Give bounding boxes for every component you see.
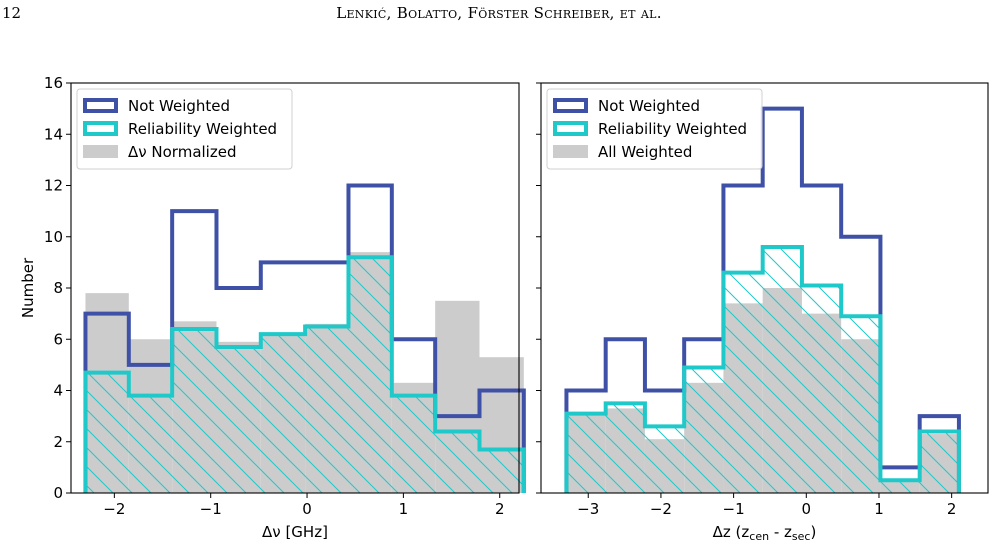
left-y-tick-label: 6 xyxy=(53,330,63,348)
right-x-axis-label: Δz (zcen - zsec) xyxy=(713,523,817,543)
left-x-tick-label: 0 xyxy=(302,500,312,518)
left-legend-label: Not Weighted xyxy=(128,97,230,115)
left-y-tick-label: 16 xyxy=(44,74,63,92)
right-reliability-hatch xyxy=(566,247,959,493)
left-legend-swatch xyxy=(83,98,118,113)
right-reliability-line xyxy=(564,245,961,493)
right-x-tick-label: −3 xyxy=(577,500,599,518)
left-legend-box xyxy=(76,88,293,170)
right-x-tick-label: −2 xyxy=(650,500,672,518)
left-legend-label: Reliability Weighted xyxy=(128,120,277,138)
left-reliability-hatch xyxy=(85,257,524,493)
left-x-tick-label: −1 xyxy=(200,500,222,518)
left-y-tick-label: 8 xyxy=(53,279,63,297)
right-legend-swatch xyxy=(553,145,588,158)
right-x-tick-label: 1 xyxy=(874,500,884,518)
left-y-tick-label: 2 xyxy=(53,433,63,451)
left-y-tick-label: 12 xyxy=(44,177,63,195)
right-legend-box xyxy=(546,88,763,170)
right-legend-swatch xyxy=(553,98,588,113)
left-y-tick-label: 10 xyxy=(44,228,63,246)
left-y-axis-label: Number xyxy=(19,257,37,318)
right-legend-label: All Weighted xyxy=(598,143,692,161)
right-not-weighted-line xyxy=(564,106,961,493)
right-legend-label: Not Weighted xyxy=(598,97,700,115)
left-y-tick-label: 14 xyxy=(44,125,63,143)
left-x-axis-label: Δν [GHz] xyxy=(262,523,328,541)
left-legend-swatch xyxy=(83,121,118,136)
left-legend-label: Δν Normalized xyxy=(128,143,236,161)
left-legend-swatch xyxy=(83,145,118,158)
left-not-weighted-line xyxy=(83,183,526,493)
page-number: 12 xyxy=(2,4,22,22)
right-x-tick-label: −1 xyxy=(723,500,745,518)
left-x-tick-label: 2 xyxy=(495,500,505,518)
right-x-tick-label: 2 xyxy=(947,500,957,518)
right-legend-label: Reliability Weighted xyxy=(598,120,747,138)
left-x-tick-label: −2 xyxy=(103,500,125,518)
page-header: 12 Lenkić, Bolatto, Förster Schreiber, e… xyxy=(0,0,998,40)
left-reliability-line xyxy=(83,255,526,493)
right-panel: −3 −2 −1 0 1 2 Δz (zcen - zsec) Not Weighted Rel… xyxy=(536,82,989,543)
right-x-tick-label: 0 xyxy=(802,500,812,518)
left-y-tick-label: 0 xyxy=(53,484,63,502)
right-legend-swatch xyxy=(553,121,588,136)
left-x-tick-label: 1 xyxy=(399,500,409,518)
left-y-tick-label: 4 xyxy=(53,382,63,400)
running-head: Lenkić, Bolatto, Förster Schreiber, et a… xyxy=(336,4,662,22)
